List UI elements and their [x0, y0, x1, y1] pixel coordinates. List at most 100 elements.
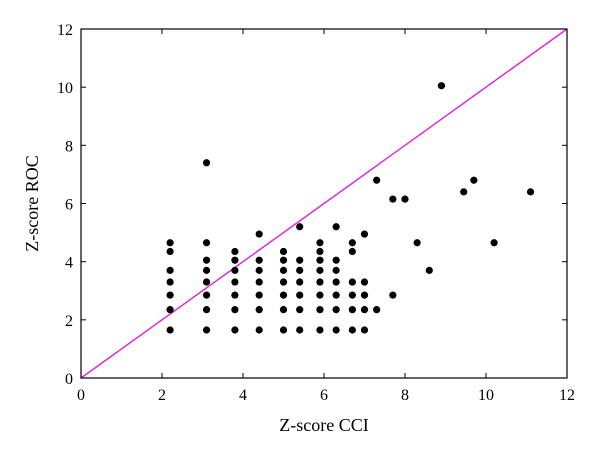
- data-point: [202, 306, 211, 314]
- data-point: [332, 278, 340, 286]
- x-tick-label: 12: [559, 387, 575, 404]
- data-point: [401, 195, 409, 203]
- data-point: [255, 266, 263, 274]
- data-point: [231, 306, 239, 314]
- data-point: [279, 306, 288, 314]
- data-point: [279, 247, 288, 256]
- data-point: [332, 266, 340, 274]
- ticks-layer: 0 2 4 6 8 10 12 0 2 4 6 8 10 12: [57, 22, 575, 404]
- y-tick-label: 8: [65, 138, 73, 155]
- data-point: [166, 291, 174, 299]
- data-point: [231, 256, 239, 264]
- data-point: [360, 278, 369, 286]
- y-tick-label: 10: [57, 80, 73, 97]
- x-tick-label: 2: [158, 387, 166, 404]
- data-point: [296, 326, 304, 334]
- data-point: [231, 278, 239, 286]
- data-point: [202, 266, 211, 274]
- data-point: [316, 291, 324, 299]
- data-point: [332, 256, 340, 264]
- data-point: [425, 266, 433, 274]
- data-point: [255, 326, 263, 334]
- y-tick-label: 0: [65, 371, 73, 388]
- data-point: [296, 266, 304, 274]
- x-tick-label: 10: [478, 387, 494, 404]
- x-tick-label: 0: [77, 387, 85, 404]
- data-point: [360, 326, 369, 334]
- data-point: [348, 278, 356, 286]
- data-point: [316, 247, 324, 256]
- data-point: [279, 291, 288, 299]
- data-point: [316, 256, 324, 264]
- data-point: [166, 247, 174, 256]
- data-point: [348, 239, 356, 247]
- x-tick-label: 4: [239, 387, 247, 404]
- data-point: [202, 326, 211, 334]
- data-point: [166, 266, 174, 274]
- data-point: [360, 306, 369, 314]
- data-point: [231, 291, 239, 299]
- data-point: [360, 291, 369, 299]
- data-point: [332, 326, 340, 334]
- data-point: [316, 239, 324, 247]
- data-point: [316, 266, 324, 274]
- y-axis-title: Z-score ROC: [22, 155, 42, 251]
- data-point: [255, 278, 263, 286]
- data-point: [296, 256, 304, 264]
- data-point: [296, 291, 304, 299]
- data-point: [255, 256, 263, 264]
- data-point: [348, 247, 356, 256]
- data-point: [373, 306, 381, 314]
- data-point: [255, 291, 263, 299]
- data-point: [231, 326, 239, 334]
- x-tick-label: 6: [320, 387, 328, 404]
- data-point: [316, 278, 324, 286]
- data-point: [348, 291, 356, 299]
- data-point: [332, 291, 340, 299]
- plot-frame: [80, 28, 568, 379]
- data-point: [166, 239, 174, 247]
- data-point: [279, 278, 288, 286]
- x-axis-title: Z-score CCI: [279, 415, 368, 435]
- data-point: [166, 278, 174, 286]
- x-tick-label: 8: [401, 387, 409, 404]
- data-point: [279, 326, 288, 334]
- data-point: [202, 159, 211, 167]
- data-point: [202, 291, 211, 299]
- reference-line-layer: [80, 28, 568, 379]
- data-point: [202, 278, 211, 286]
- data-point: [437, 82, 446, 90]
- y-tick-label: 4: [65, 255, 73, 272]
- data-point: [348, 326, 356, 334]
- data-point: [389, 195, 397, 203]
- diagonal-reference-line: [80, 28, 568, 379]
- data-point: [255, 306, 263, 314]
- y-tick-label: 12: [57, 22, 73, 39]
- data-point: [360, 230, 369, 238]
- data-point: [460, 188, 468, 196]
- data-point: [231, 247, 239, 256]
- data-point: [332, 306, 340, 314]
- data-point: [279, 256, 288, 264]
- data-point: [316, 326, 324, 334]
- data-point: [413, 239, 421, 247]
- data-point: [332, 223, 340, 231]
- data-points-layer: [166, 82, 535, 334]
- data-point: [389, 291, 397, 299]
- data-point: [202, 256, 211, 264]
- data-point: [296, 306, 304, 314]
- data-point: [526, 188, 535, 196]
- data-point: [166, 326, 174, 334]
- data-point: [202, 239, 211, 247]
- data-point: [470, 176, 478, 184]
- data-point: [490, 239, 498, 247]
- data-point: [348, 306, 356, 314]
- data-point: [373, 176, 381, 184]
- data-point: [316, 306, 324, 314]
- y-tick-label: 2: [65, 313, 73, 330]
- data-point: [279, 266, 288, 274]
- data-point: [166, 306, 174, 314]
- data-point: [231, 266, 239, 274]
- data-point: [296, 223, 304, 231]
- data-point: [296, 278, 304, 286]
